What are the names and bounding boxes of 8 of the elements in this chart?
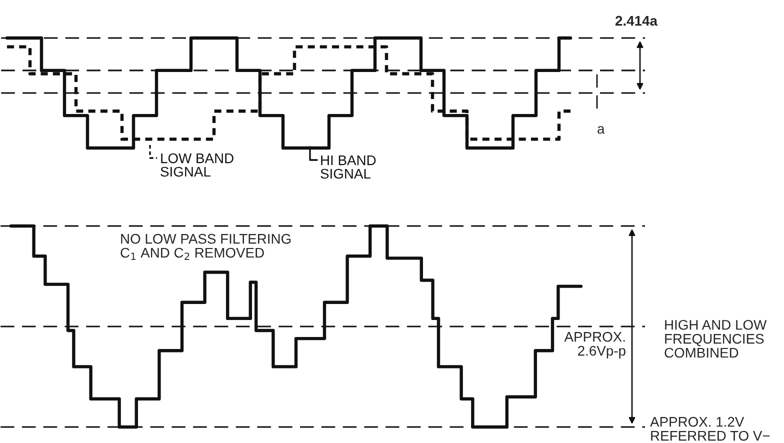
text: a <box>598 126 605 134</box>
legend-label: HI BAND SIGNAL <box>320 156 376 179</box>
legend-label: LOW BAND SIGNAL <box>160 153 234 177</box>
annotation: NO LOW PASS FILTERING C$_{1}$ AND C$_{2}$ REMOVED <box>120 234 291 260</box>
text: APPROX. 1.2V REFERRED TO V− <box>650 416 770 441</box>
text: HIGH AND LOW FREQUENCIES COMBINED <box>664 320 767 358</box>
annotation: APPROX. 2.6Vp-p <box>564 332 626 358</box>
text: 2.414a <box>615 16 658 26</box>
